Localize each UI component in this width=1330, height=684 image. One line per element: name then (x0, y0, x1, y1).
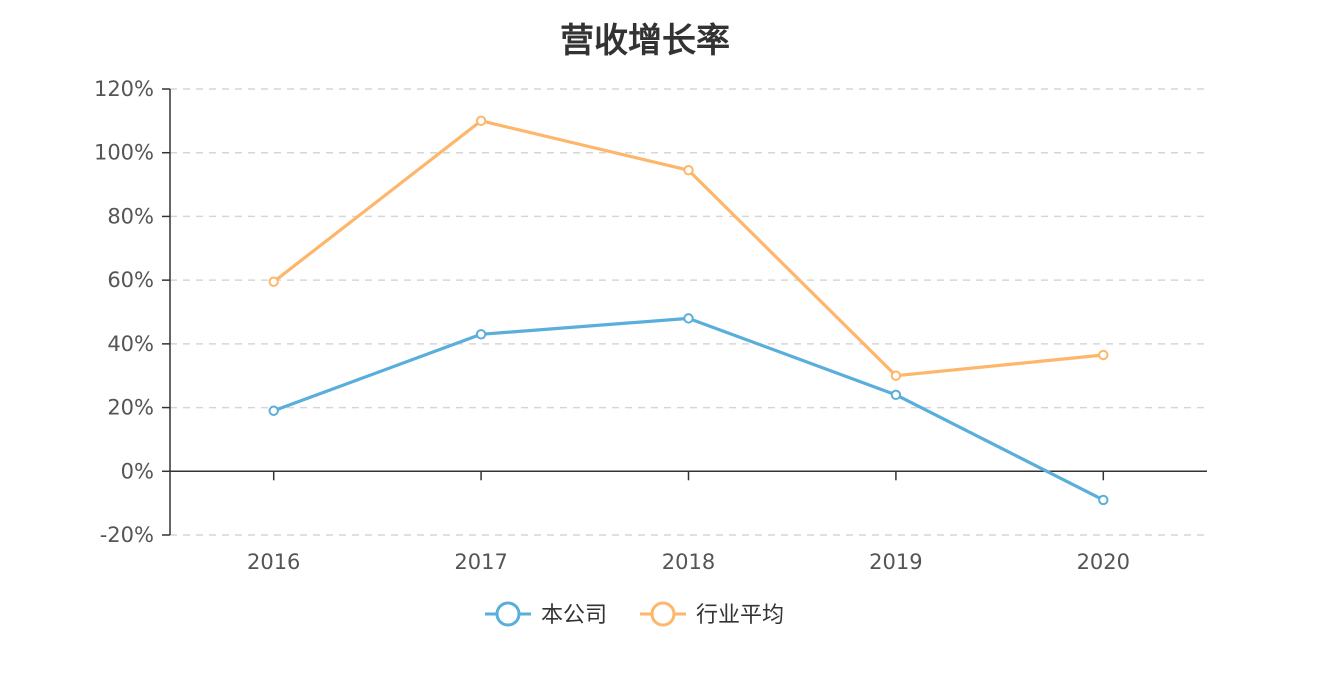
data-point[interactable] (683, 313, 694, 324)
data-point[interactable] (475, 115, 487, 127)
grid-lines (170, 88, 1207, 536)
series-line-1 (272, 119, 1105, 378)
legend-label: 本公司 (541, 603, 607, 628)
data-point[interactable] (890, 370, 902, 381)
y-tick-label: 20% (107, 396, 154, 420)
legend-circle-icon (650, 601, 676, 627)
legend-item-1[interactable]: 行业平均 (640, 601, 784, 628)
y-tick-label: 100% (94, 141, 154, 165)
data-point[interactable] (268, 405, 279, 416)
data-point[interactable] (890, 389, 902, 401)
data-point[interactable] (1098, 349, 1109, 361)
data-point[interactable] (683, 165, 694, 176)
y-tick-label: 0% (121, 459, 154, 483)
y-tick-label: -20% (100, 523, 154, 547)
legend-label: 行业平均 (696, 603, 784, 628)
x-tick-label: 2018 (662, 550, 715, 574)
y-tick-label: 60% (107, 268, 154, 292)
data-point[interactable] (475, 329, 487, 340)
y-tick-label: 80% (107, 204, 154, 228)
axes: -20% 0% 20% 40% 60% 80% 100% 120% 2016 2017 2018 20… (94, 77, 1207, 574)
legend[interactable]: 本公司 行业平均 (485, 601, 784, 628)
x-tick-label: 2017 (454, 550, 507, 574)
x-tick-label: 2020 (1077, 550, 1130, 574)
legend-circle-icon (495, 601, 521, 627)
y-tick-label: 120% (94, 77, 154, 101)
x-tick-label: 2019 (869, 550, 922, 574)
chart-title: 营收增长率 (560, 21, 730, 61)
y-tick-label: 40% (107, 332, 154, 356)
legend-item-0[interactable]: 本公司 (485, 601, 607, 628)
data-point[interactable] (268, 276, 279, 287)
series-lines (268, 115, 1109, 506)
data-point[interactable] (1098, 494, 1109, 506)
x-tick-label: 2016 (247, 550, 300, 574)
